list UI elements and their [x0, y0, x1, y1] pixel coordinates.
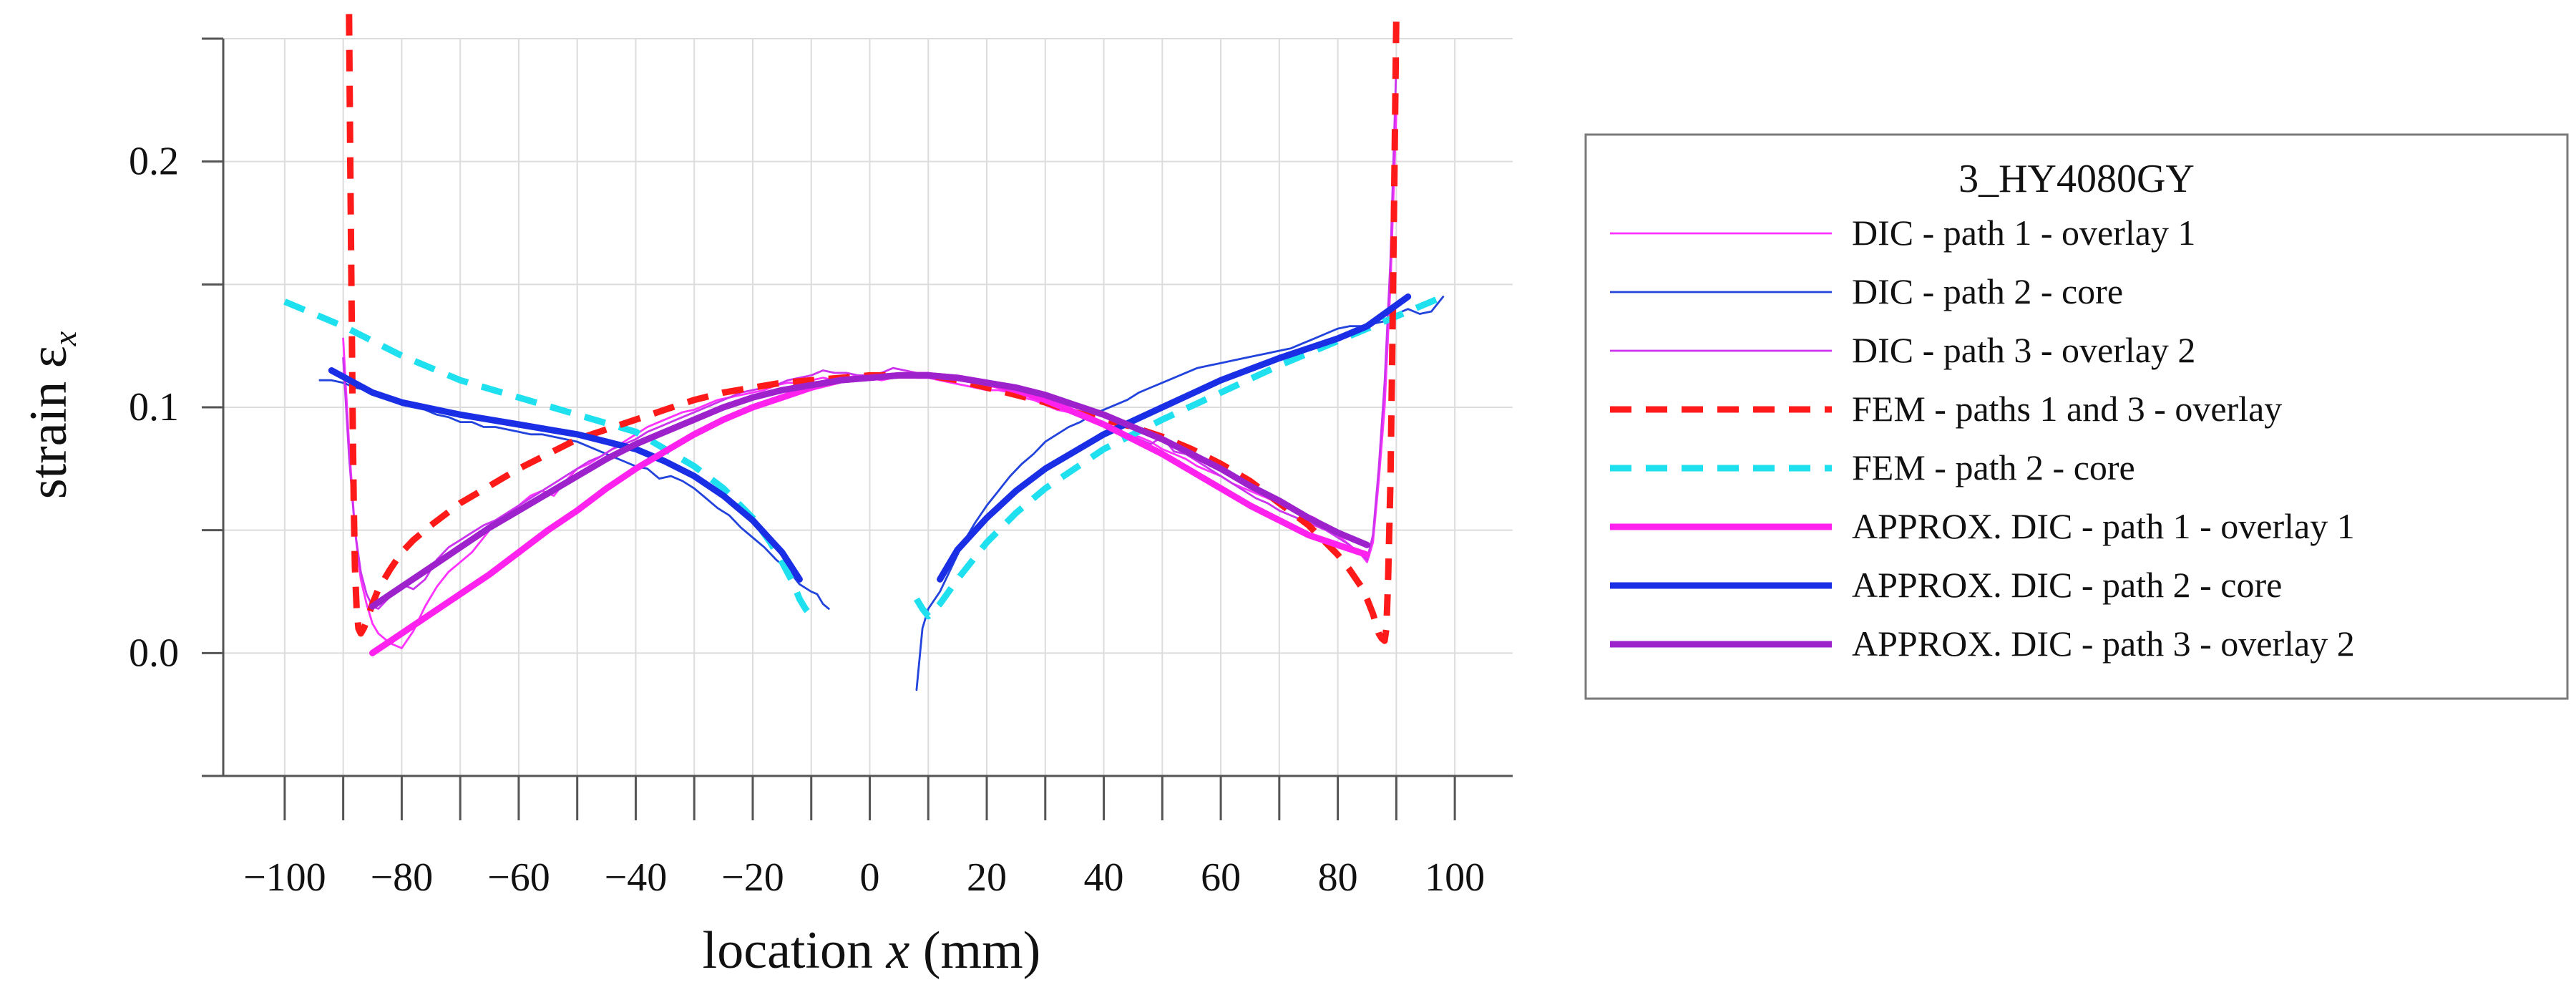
legend-title: 3_HY4080GY — [1958, 157, 2195, 201]
x-axis-title-prefix: location — [703, 921, 887, 980]
legend-label: APPROX. DIC - path 1 - overlay 1 — [1852, 506, 2355, 546]
legend-label: FEM - paths 1 and 3 - overlay — [1852, 389, 2282, 429]
series-line-4 — [346, 14, 1400, 644]
x-tick-label: 20 — [967, 855, 1007, 900]
tick-labels: −100 −80 −60 −40 −20 0 20 40 60 80 100 0.0 0.1 0.2 — [129, 140, 1485, 900]
y-axis-title-subscript: x — [47, 331, 83, 346]
y-axis-title: strain εx — [19, 331, 83, 499]
x-tick-label: 0 — [860, 855, 880, 900]
series-line-8 — [369, 372, 1370, 610]
x-tick-label: 40 — [1084, 855, 1124, 900]
x-tick-label: 80 — [1318, 855, 1358, 900]
x-tick-label: −40 — [605, 855, 668, 900]
legend-label: FEM - path 2 - core — [1852, 447, 2135, 487]
x-axis-title: location x (mm) — [703, 921, 1041, 980]
series-group — [283, 14, 1445, 691]
series-line-2 — [318, 296, 1445, 691]
y-tick-label: 0.1 — [129, 385, 179, 429]
legend-label: APPROX. DIC - path 3 - overlay 2 — [1852, 623, 2355, 664]
legend-frame — [1584, 133, 2569, 700]
x-axis-title-unit: (mm) — [909, 921, 1040, 980]
y-tick-label: 0.2 — [129, 140, 179, 184]
series-line-5 — [283, 293, 1445, 620]
x-tick-label: 100 — [1425, 855, 1485, 900]
x-tick-label: 60 — [1201, 855, 1241, 900]
legend-label: DIC - path 3 - overlay 2 — [1852, 330, 2195, 370]
legend-label: DIC - path 2 - core — [1852, 271, 2123, 311]
x-tick-label: −60 — [487, 855, 550, 900]
x-tick-label: −100 — [243, 855, 326, 900]
legend-entries: DIC - path 1 - overlay 1 DIC - path 2 - c… — [1610, 213, 2355, 664]
axes — [202, 37, 1513, 820]
series-line-7 — [328, 293, 1412, 583]
x-axis-title-variable: x — [886, 921, 910, 980]
y-tick-label: 0.0 — [129, 631, 179, 675]
x-tick-label: −20 — [721, 855, 784, 900]
legend-label: APPROX. DIC - path 2 - core — [1852, 565, 2282, 605]
x-tick-label: −80 — [371, 855, 434, 900]
legend-label: DIC - path 1 - overlay 1 — [1852, 213, 2195, 253]
y-axis-title-prefix: strain ε — [19, 346, 78, 499]
